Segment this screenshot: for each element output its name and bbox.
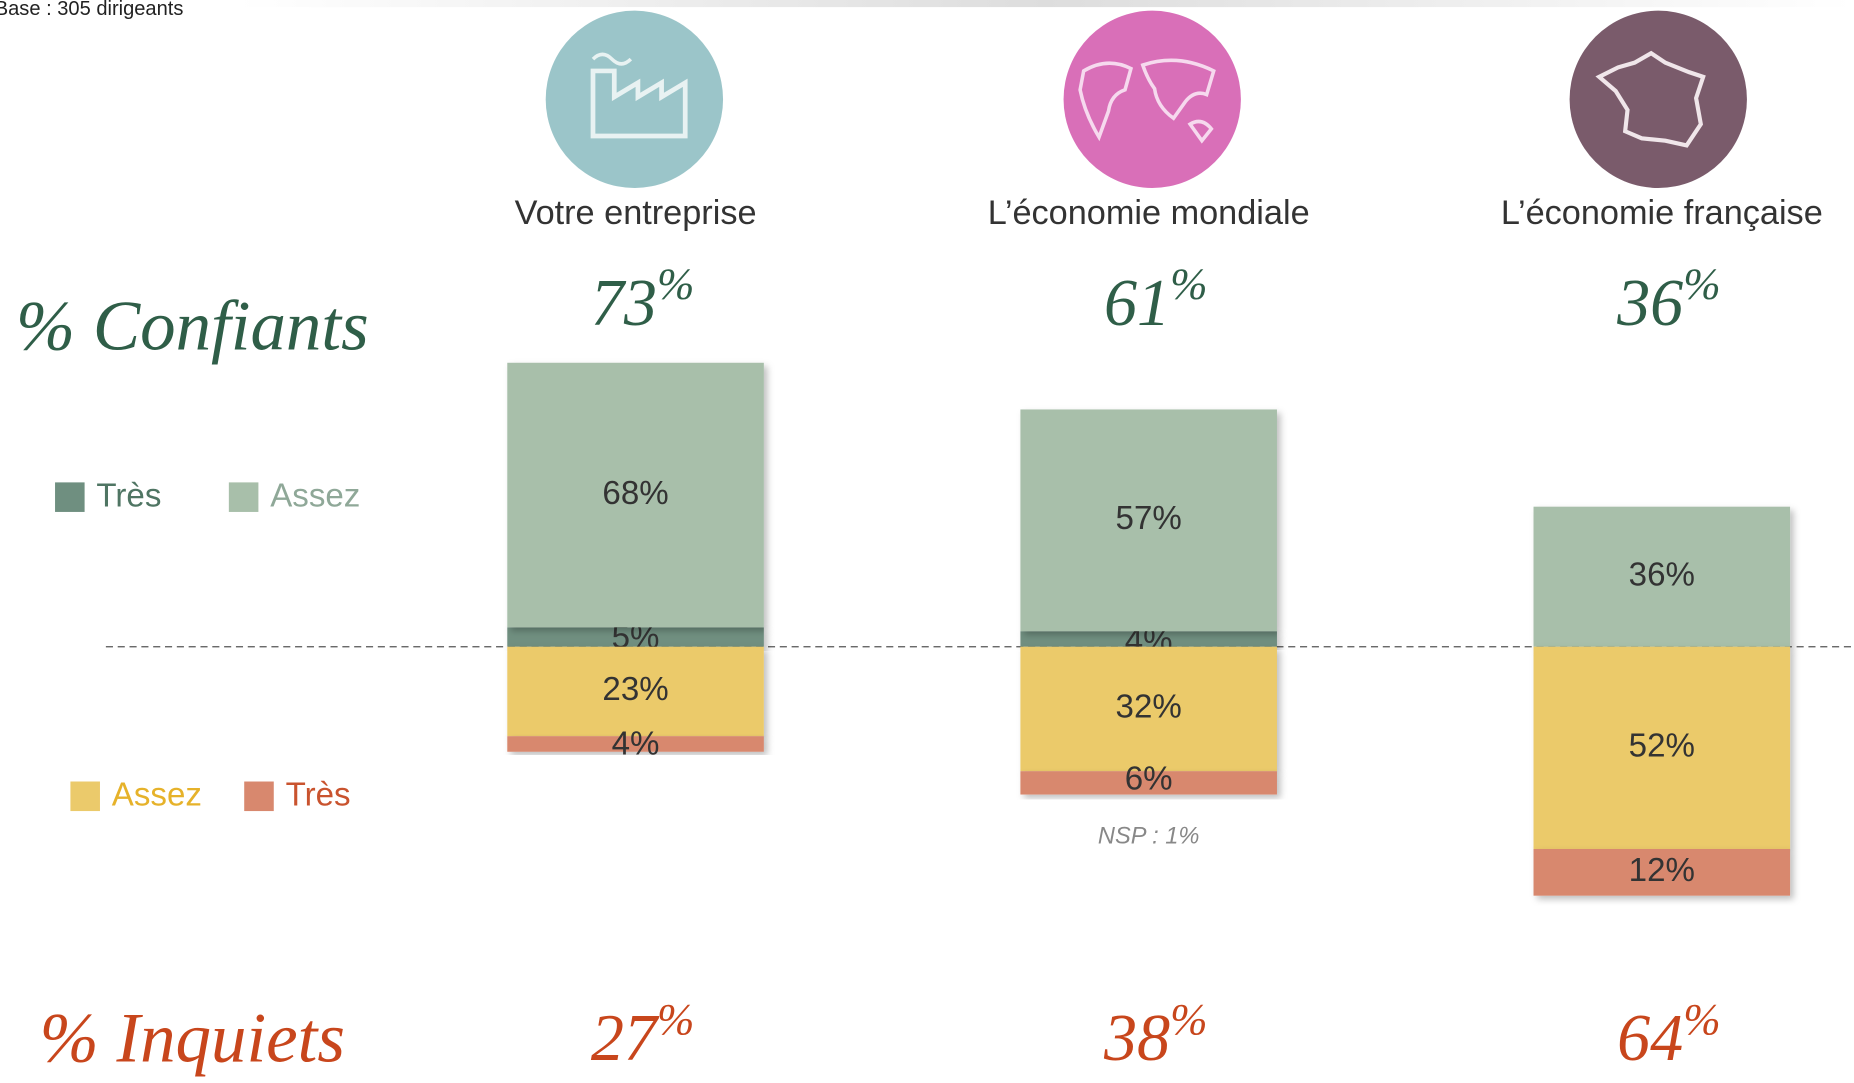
icon-factory <box>545 10 724 188</box>
total-number: 38 <box>1103 1002 1170 1075</box>
data-label: 4% <box>612 725 660 762</box>
legend-swatch <box>70 781 100 812</box>
data-label: 6% <box>1125 760 1173 797</box>
data-label: 12% <box>1629 852 1695 889</box>
total-unit: % <box>1683 994 1720 1044</box>
bar-segment <box>1020 771 1277 795</box>
source: Base : 305 dirigeants <box>0 0 183 20</box>
icon-france <box>1569 10 1747 188</box>
bar-segment <box>1533 506 1791 647</box>
bar-segment <box>507 736 764 752</box>
data-label: 57% <box>1116 500 1182 537</box>
legend-label: Très <box>96 478 161 515</box>
total-label: 38% <box>1103 994 1208 1075</box>
total-number: 73 <box>591 267 657 340</box>
total-label: 73% <box>591 259 695 340</box>
data-label: 52% <box>1629 728 1695 765</box>
category-label: Votre entreprise <box>515 194 757 232</box>
total-unit: % <box>1683 259 1720 309</box>
bar-segment <box>1533 848 1791 896</box>
bar-segment <box>1020 409 1277 632</box>
bar-segment <box>1533 646 1791 849</box>
total-unit: % <box>657 994 694 1044</box>
data-label: 68% <box>602 475 668 512</box>
total-number: 61 <box>1104 267 1170 340</box>
total-unit: % <box>1170 994 1207 1044</box>
total-number: 64 <box>1617 1002 1683 1075</box>
data-label: 23% <box>602 671 668 708</box>
legend-swatch <box>244 781 274 812</box>
total-label: 64% <box>1617 994 1721 1075</box>
top-shade <box>238 0 1853 8</box>
bar-segment <box>507 646 764 737</box>
group-label: % Inquiets <box>40 999 345 1077</box>
total-unit: % <box>1170 259 1207 309</box>
total-label: 27% <box>591 994 695 1075</box>
total-number: 36 <box>1616 267 1683 340</box>
total-unit: % <box>657 259 694 309</box>
bar-segment <box>1020 631 1277 647</box>
data-label: 36% <box>1629 556 1695 593</box>
total-label: 36% <box>1616 259 1721 340</box>
icon-world <box>1063 10 1241 188</box>
bar-segment <box>507 362 764 628</box>
category-label: L’économie française <box>1501 194 1823 232</box>
legend-label: Assez <box>270 478 360 515</box>
legend-label: Assez <box>112 777 202 814</box>
bar-segment <box>507 627 764 647</box>
annotation: NSP : 1% <box>1098 823 1200 849</box>
bar-segment <box>1020 646 1277 772</box>
category-label: L’économie mondiale <box>988 194 1310 232</box>
total-number: 27 <box>591 1002 660 1075</box>
total-label: 61% <box>1104 259 1208 340</box>
legend-swatch <box>228 482 259 512</box>
group-label: % Confiants <box>16 288 369 366</box>
legend-label: Très <box>286 777 351 814</box>
data-label: 32% <box>1116 689 1182 726</box>
legend-swatch <box>55 482 85 512</box>
